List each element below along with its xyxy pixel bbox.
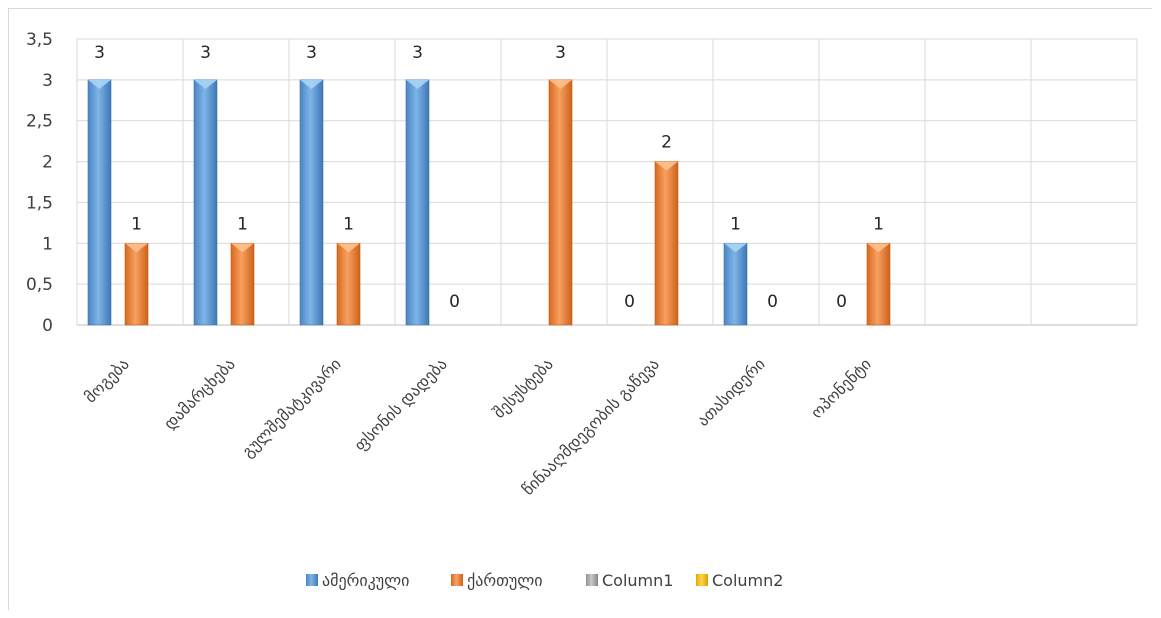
- bar-cap: [231, 243, 254, 253]
- bar-cap: [549, 79, 572, 89]
- legend-swatch: [306, 574, 318, 586]
- x-tick-label: მოგება: [81, 354, 133, 406]
- x-tick-label: ათასიდერი: [693, 354, 769, 430]
- legend-swatch: [696, 574, 708, 586]
- bar: [866, 242, 891, 326]
- data-label: 1: [730, 214, 741, 234]
- y-tick-label: 0,5: [26, 275, 53, 295]
- data-label: 1: [237, 214, 248, 234]
- data-label: 3: [200, 43, 211, 63]
- bar: [654, 161, 679, 326]
- y-tick-label: 0: [42, 316, 53, 336]
- legend-swatch: [451, 574, 463, 586]
- bar-cap: [724, 243, 747, 253]
- bar: [548, 79, 573, 326]
- bars: [87, 79, 891, 326]
- data-label: 3: [94, 43, 105, 63]
- y-axis: 0 0,5 1 1,5 2 2,5 3 3,5: [26, 30, 53, 336]
- gridlines: [76, 38, 1138, 326]
- data-label: 1: [873, 214, 884, 234]
- bar: [299, 79, 324, 326]
- bar-cap: [300, 79, 323, 89]
- legend: ამერიკული ქართული Column1 Column2: [306, 571, 783, 590]
- legend-label: ამერიკული: [322, 571, 409, 590]
- bar: [723, 242, 748, 326]
- y-tick-label: 3: [42, 71, 53, 91]
- bar: [87, 79, 112, 326]
- y-tick-label: 3,5: [26, 30, 53, 50]
- bar-cap: [125, 243, 148, 253]
- bar-cap: [337, 243, 360, 253]
- bar: [405, 79, 430, 326]
- chart-frame: [8, 8, 1152, 610]
- data-label: 2: [661, 133, 672, 153]
- bar-cap: [88, 79, 111, 89]
- legend-swatch: [586, 574, 598, 586]
- data-label: 1: [343, 214, 354, 234]
- data-label: 3: [555, 43, 566, 63]
- legend-label: ქართული: [467, 571, 543, 590]
- bar-cap: [867, 243, 890, 253]
- x-tick-label: დამარცხება: [160, 354, 239, 433]
- x-tick-label: ოპონენტი: [807, 354, 875, 422]
- legend-label: Column2: [712, 571, 783, 590]
- bar-cap: [194, 79, 217, 89]
- x-tick-label: გულშემატკივარი: [238, 354, 345, 461]
- data-label: 0: [624, 292, 635, 312]
- bar: [193, 79, 218, 326]
- data-label: 0: [836, 292, 847, 312]
- bar: [124, 242, 149, 326]
- y-tick-label: 2: [42, 153, 53, 173]
- data-label: 3: [412, 43, 423, 63]
- legend-label: Column1: [602, 571, 673, 590]
- x-tick-label: შესუსტება: [489, 354, 557, 422]
- x-axis: მოგება დამარცხება გულშემატკივარი ფსონის დად…: [81, 354, 875, 499]
- data-labels: 3 3 3 3 0 1 0 1 1 1 0 3 2 0 1: [94, 43, 884, 312]
- data-label: 0: [767, 292, 778, 312]
- x-tick-label: ფსონის დადება: [350, 354, 450, 454]
- y-tick-label: 1,5: [26, 193, 53, 213]
- y-tick-label: 1: [42, 234, 53, 254]
- y-tick-label: 2,5: [26, 112, 53, 132]
- data-label: 1: [131, 214, 142, 234]
- data-label: 3: [306, 43, 317, 63]
- data-label: 0: [449, 292, 460, 312]
- bar-cap: [655, 161, 678, 171]
- bar: [230, 242, 255, 326]
- bar: [336, 242, 361, 326]
- bar-cap: [406, 79, 429, 89]
